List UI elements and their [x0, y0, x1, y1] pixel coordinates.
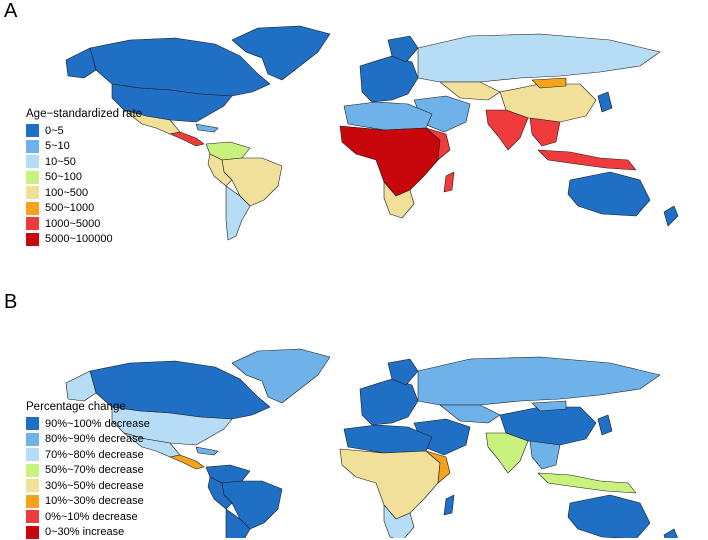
- legend-item: 0%~10% decrease: [26, 509, 150, 525]
- legend-item: 80%~90% decrease: [26, 432, 150, 448]
- russia: [418, 34, 660, 82]
- indonesia: [538, 150, 636, 170]
- legend-swatch: [26, 233, 39, 246]
- legend-item: 50~100: [26, 170, 142, 186]
- legend-swatch: [26, 217, 39, 230]
- alaska: [66, 371, 96, 401]
- legend-item: 90%~100% decrease: [26, 416, 150, 432]
- legend-swatch: [26, 186, 39, 199]
- legend-label: 80%~90% decrease: [45, 433, 144, 445]
- legend-item: 1000~5000: [26, 216, 142, 232]
- legend: Age−standardized rate 0~5 5~10 10~50 50~…: [26, 108, 142, 247]
- sub-saharan-africa: [340, 449, 440, 519]
- indonesia: [538, 473, 636, 493]
- europe: [360, 56, 418, 102]
- southeast-asia: [530, 118, 560, 146]
- legend-label: 10%~30% decrease: [45, 495, 144, 507]
- central-america: [170, 132, 204, 146]
- legend-item: 5000~100000: [26, 232, 142, 248]
- legend-label: 50~100: [45, 171, 82, 183]
- legend-swatch: [26, 495, 39, 508]
- legend-label: 70%~80% decrease: [45, 449, 144, 461]
- legend-swatch: [26, 171, 39, 184]
- new-zealand: [664, 206, 678, 226]
- legend-swatch: [26, 202, 39, 215]
- legend-label: 5~10: [45, 140, 70, 152]
- legend-label: 0%~10% decrease: [45, 511, 138, 523]
- legend-swatch: [26, 510, 39, 523]
- australia: [568, 172, 650, 216]
- new-zealand: [664, 529, 678, 538]
- legend-item: 5~10: [26, 139, 142, 155]
- legend-swatch: [26, 124, 39, 137]
- map-panel-a: A: [0, 0, 708, 269]
- legend-item: 50%~70% decrease: [26, 463, 150, 479]
- central-america: [170, 455, 204, 469]
- india: [486, 110, 528, 150]
- india: [486, 433, 528, 473]
- legend-swatch: [26, 464, 39, 477]
- legend-label: 5000~100000: [45, 233, 113, 245]
- legend-title: Percentage change: [26, 401, 150, 413]
- madagascar: [444, 495, 454, 515]
- legend-item: 10%~30% decrease: [26, 494, 150, 510]
- legend-label: 1000~5000: [45, 218, 100, 230]
- legend-swatch: [26, 417, 39, 430]
- legend-item: 0~5: [26, 123, 142, 139]
- legend-swatch: [26, 155, 39, 168]
- legend-item: 30%~50% decrease: [26, 478, 150, 494]
- southeast-asia: [530, 441, 560, 469]
- legend-item: 500~1000: [26, 201, 142, 217]
- legend-label: 500~1000: [45, 202, 94, 214]
- legend-swatch: [26, 448, 39, 461]
- legend-label: 90%~100% decrease: [45, 418, 150, 430]
- caribbean: [196, 124, 218, 132]
- legend-swatch: [26, 433, 39, 446]
- legend-swatch: [26, 140, 39, 153]
- alaska: [66, 48, 96, 78]
- legend-swatch: [26, 479, 39, 492]
- legend-label: 100~500: [45, 187, 88, 199]
- legend-label: 10~50: [45, 156, 76, 168]
- caribbean: [196, 447, 218, 455]
- legend-item: 100~500: [26, 185, 142, 201]
- europe: [360, 379, 418, 425]
- sub-saharan-africa: [340, 126, 440, 196]
- legend-item: 70%~80% decrease: [26, 447, 150, 463]
- legend-label: 0~30% increase: [45, 526, 124, 538]
- russia: [418, 357, 660, 405]
- legend-label: 30%~50% decrease: [45, 480, 144, 492]
- japan: [598, 415, 612, 435]
- legend-title: Age−standardized rate: [26, 108, 142, 120]
- legend: Percentage change 90%~100% decrease 80%~…: [26, 401, 150, 540]
- australia: [568, 495, 650, 538]
- map-panel-b: B: [0, 269, 708, 538]
- madagascar: [444, 172, 454, 192]
- japan: [598, 92, 612, 112]
- legend-item: 10~50: [26, 154, 142, 170]
- legend-swatch: [26, 526, 39, 539]
- legend-label: 0~5: [45, 125, 64, 137]
- legend-label: 50%~70% decrease: [45, 464, 144, 476]
